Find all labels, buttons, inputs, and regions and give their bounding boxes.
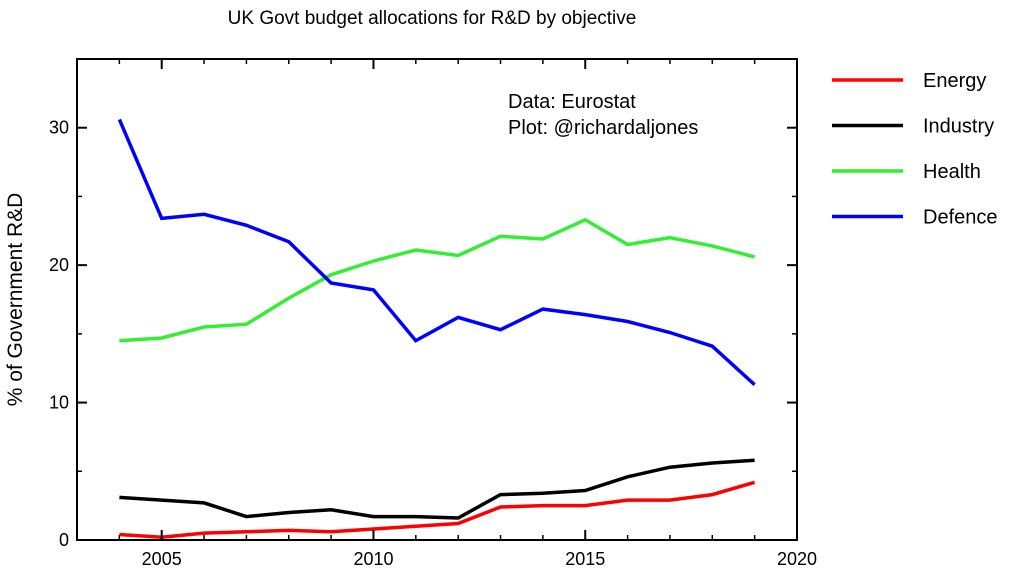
chart-title: UK Govt budget allocations for R&D by ob… <box>228 8 637 29</box>
y-tick-label: 20 <box>49 255 69 275</box>
y-tick-label: 10 <box>49 393 69 413</box>
x-tick-label: 2005 <box>142 549 182 569</box>
y-tick-label: 0 <box>59 530 69 550</box>
legend-label-industry: Industry <box>923 116 994 138</box>
annotation-source: Data: Eurostat <box>508 91 636 113</box>
axis-ticks: 2005 2010 2015 2020 0 10 20 30 <box>49 58 817 569</box>
legend-label-energy: Energy <box>923 70 986 92</box>
legend: Energy Industry Health Defence <box>832 70 998 229</box>
legend-label-defence: Defence <box>923 207 998 229</box>
legend-label-health: Health <box>923 161 981 183</box>
y-axis-label: % of Government R&D <box>4 193 27 407</box>
series-line-energy <box>119 480 756 540</box>
x-tick-label: 2020 <box>777 549 817 569</box>
x-tick-label: 2015 <box>565 549 605 569</box>
plot-frame <box>76 58 798 541</box>
x-tick-label: 2010 <box>353 549 393 569</box>
series-line-health <box>119 217 756 343</box>
series-lines <box>117 118 756 540</box>
series-line-industry <box>119 458 755 520</box>
annotation-credit: Plot: @richardaljones <box>508 117 698 139</box>
y-tick-label: 30 <box>49 118 69 138</box>
series-line-defence <box>117 118 756 386</box>
